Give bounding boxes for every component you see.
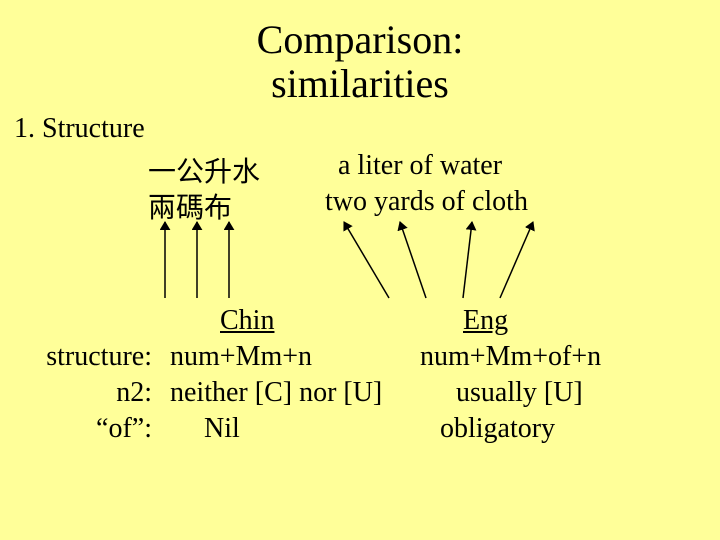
column-header-eng: Eng <box>463 305 508 337</box>
section-1-label: 1. Structure <box>14 113 145 145</box>
cell-n2-eng: usually [U] <box>456 377 583 409</box>
arrow-line <box>500 222 533 298</box>
title-line2: similarities <box>271 61 449 106</box>
arrow-line <box>463 222 472 298</box>
slide-title: Comparison: similarities <box>0 18 720 106</box>
example2-english: two yards of cloth <box>325 186 528 218</box>
title-line1: Comparison: <box>257 17 464 62</box>
cell-of-eng: obligatory <box>440 413 555 445</box>
arrow-line <box>344 222 389 298</box>
example1-chinese: 一公升水 <box>148 150 260 190</box>
cell-structure-eng: num+Mm+of+n <box>420 341 601 373</box>
column-header-chin: Chin <box>220 305 274 337</box>
rowlabel-n2: n2: <box>34 377 152 409</box>
example2-chinese: 兩碼布 <box>148 186 232 226</box>
rowlabel-of: “of”: <box>34 413 152 445</box>
cell-of-chin: Nil <box>204 413 240 445</box>
example1-english: a liter of water <box>338 150 502 182</box>
rowlabel-structure: structure: <box>34 341 152 373</box>
arrow-line <box>400 222 426 298</box>
cell-n2-chin: neither [C] nor [U] <box>170 377 382 409</box>
cell-structure-chin: num+Mm+n <box>170 341 312 373</box>
